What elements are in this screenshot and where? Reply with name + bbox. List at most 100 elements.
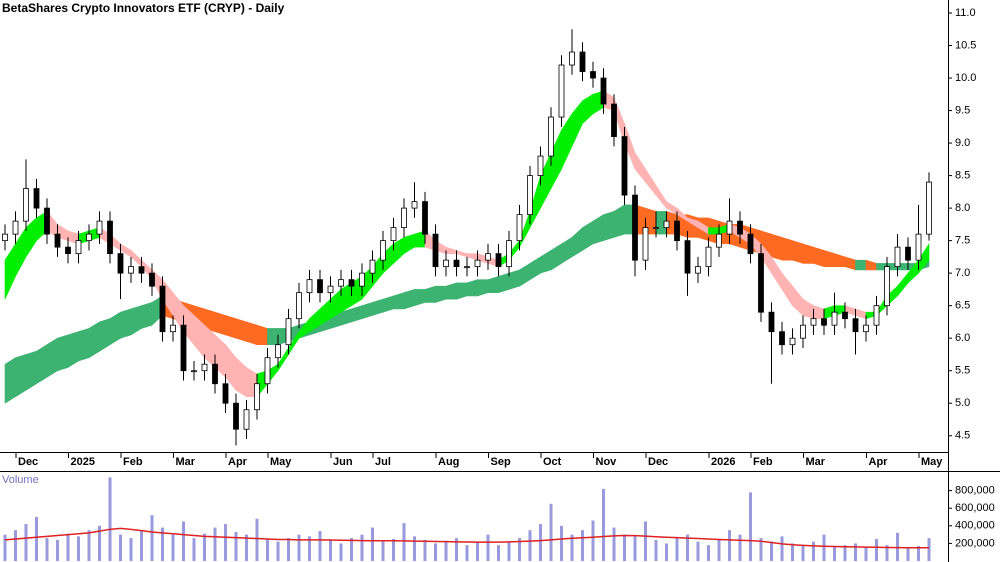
volume-bar [56, 539, 59, 561]
ribbon-segment [225, 315, 237, 339]
ribbon-segment [25, 350, 37, 391]
volume-bar [644, 521, 647, 561]
y-tick-label: 6.0 [955, 332, 970, 344]
volume-bar [150, 515, 154, 561]
volume-bar [308, 536, 311, 561]
volume-bar [444, 540, 448, 561]
volume-bar [770, 541, 773, 561]
ribbon-segment [403, 289, 415, 310]
candle-body [579, 51, 586, 72]
candle-body [233, 402, 239, 430]
y-tick-label: 400,000 [955, 520, 995, 532]
volume-bar [612, 527, 616, 561]
volume-bar [213, 527, 217, 561]
volume-average [4, 527, 929, 549]
ribbon-segment [88, 321, 100, 359]
ribbon-segment [36, 344, 48, 385]
volume-bar [140, 531, 143, 561]
ribbon-segment [508, 269, 520, 290]
volume-bar [119, 534, 122, 561]
candle-body [474, 259, 481, 268]
candle-body [758, 253, 764, 313]
ribbon-segment [214, 311, 226, 336]
volume-bar [812, 541, 815, 561]
candle-body [264, 357, 271, 385]
ribbon-segment [235, 318, 247, 342]
chart-title: BetaShares Crypto Innovators ETF (CRYP) … [2, 1, 285, 15]
x-tick-label: Mar [176, 456, 196, 468]
volume-bar [339, 543, 343, 561]
ribbon-segment [78, 328, 90, 362]
y-tick-label: 8.5 [955, 170, 970, 182]
volume-bar [224, 524, 227, 561]
volume-bar [885, 545, 889, 561]
ribbon-segment [4, 357, 16, 404]
volume-bar [738, 534, 742, 561]
candle-body [831, 311, 838, 326]
x-tick-label: Sep [491, 456, 511, 468]
volume-bar [297, 534, 301, 561]
candle-body [170, 324, 176, 333]
x-tick-label: Mar [806, 456, 826, 468]
candle-body [516, 214, 523, 242]
candle-body [915, 233, 922, 261]
ribbon-segment [813, 246, 825, 268]
ribbon-segment [708, 227, 720, 235]
volume-bar [581, 530, 584, 561]
volume-bar [623, 534, 626, 561]
candle-body [926, 181, 932, 235]
candle-body [485, 253, 491, 261]
x-tick-label: Nov [596, 456, 618, 468]
ribbon-segment [781, 236, 793, 261]
candle-body [2, 233, 8, 242]
volume-bar [927, 538, 931, 561]
volume-bar [266, 539, 269, 561]
candle-body [768, 311, 775, 333]
candle-body [789, 337, 796, 346]
volume-bar [686, 534, 689, 561]
volume-bar [560, 525, 563, 561]
volume-bar [518, 538, 521, 561]
candle-body [716, 233, 722, 248]
candle-body [12, 220, 19, 235]
volume-bar [35, 517, 38, 561]
candle-body [411, 201, 418, 209]
volume-bar [528, 530, 532, 561]
volume-bar [539, 524, 542, 561]
volume-bar [434, 543, 437, 561]
candle-body [86, 233, 92, 242]
candle-body [275, 344, 281, 359]
volume-bar [455, 538, 458, 561]
candle-body [674, 220, 680, 242]
candle-body [212, 363, 218, 385]
candle-body [600, 77, 607, 105]
volume-bar [129, 538, 133, 561]
candle-body [44, 207, 50, 235]
volume-bar [875, 539, 878, 561]
candle-body [107, 220, 113, 255]
volume-bar [707, 545, 710, 561]
volume-bar [329, 539, 332, 561]
volume-bar [780, 536, 784, 561]
candle-body [884, 266, 890, 307]
y-tick-label: 11.0 [955, 7, 976, 19]
ribbon-segment [603, 210, 615, 242]
candle-body [642, 227, 649, 261]
candle-body [569, 51, 575, 66]
candle-body [443, 259, 449, 268]
candle-body [632, 194, 638, 261]
candle-body [905, 246, 911, 261]
volume-bar [371, 527, 374, 561]
ribbon-segment [141, 302, 153, 329]
x-tick-label: 2026 [711, 456, 735, 468]
volume-bar [203, 533, 206, 561]
candle-body [852, 318, 859, 333]
candle-body [306, 279, 313, 294]
volume-bar [717, 539, 721, 561]
candle-body [296, 292, 302, 320]
volume-bar [45, 538, 49, 561]
x-tick-label: Jul [375, 456, 391, 468]
x-tick-label: 2025 [71, 456, 95, 468]
candle-body [327, 285, 334, 294]
candle-body [684, 240, 691, 274]
